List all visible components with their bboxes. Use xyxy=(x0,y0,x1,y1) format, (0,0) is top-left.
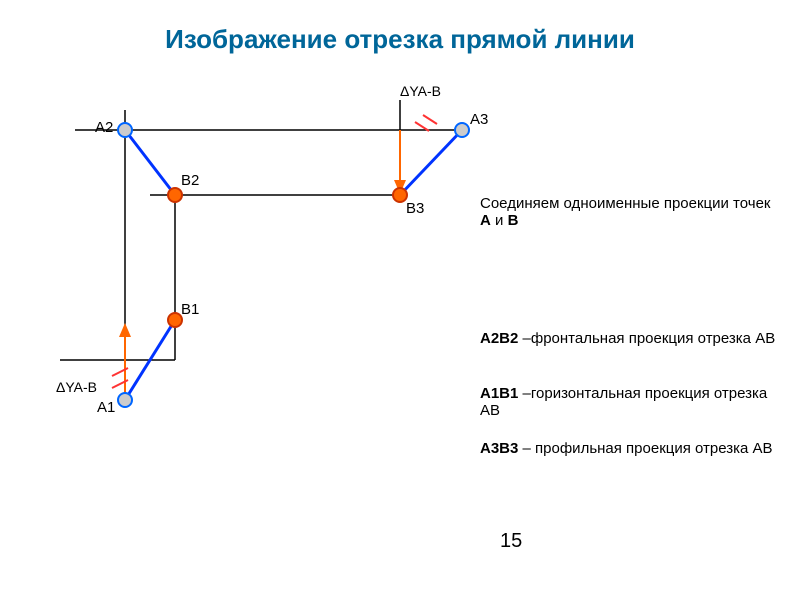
svg-text:В3: В3 xyxy=(406,200,424,217)
side-text-1: Соединяем одноименные проекции точек А и… xyxy=(480,195,780,229)
svg-text:А2: А2 xyxy=(95,119,113,136)
svg-text:В2: В2 xyxy=(181,172,199,189)
side-text-3: А1В1 –горизонтальная проекция отрезка АВ xyxy=(480,385,780,419)
page-number: 15 xyxy=(500,530,522,553)
svg-text:ΔYA-B: ΔYA-B xyxy=(400,83,441,99)
side-text-4: А3В3 – профильная проекция отрезка АВ xyxy=(480,440,780,457)
svg-text:А3: А3 xyxy=(470,111,488,128)
svg-text:ΔYA-B: ΔYA-B xyxy=(56,379,97,395)
svg-text:А1: А1 xyxy=(97,399,115,416)
diagram-svg: А1 А2 А3 В1 В2 В3 ΔYA-B ΔYA-B xyxy=(0,0,800,600)
svg-text:В1: В1 xyxy=(181,301,199,318)
side-text-2: А2В2 –фронтальная проекция отрезка АВ xyxy=(480,330,780,347)
